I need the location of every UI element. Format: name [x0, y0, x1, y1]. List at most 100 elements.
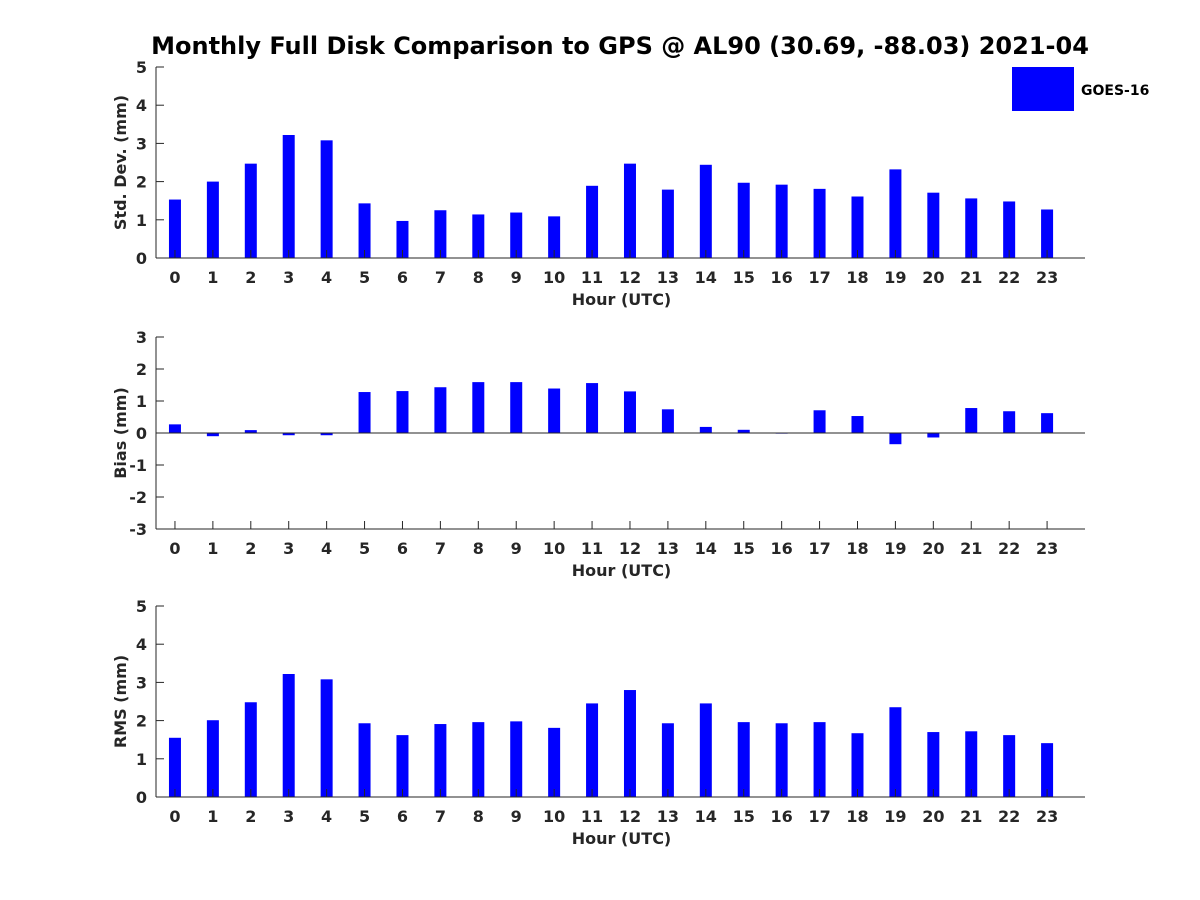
x-tick-label-bias-22: 22	[998, 539, 1020, 558]
bar-rms-hour-19	[889, 707, 902, 797]
bar-rms-hour-10	[548, 727, 561, 797]
bar-rms-hour-23	[1041, 743, 1054, 797]
x-tick-label-rms-19: 19	[884, 807, 906, 826]
bar-rms-hour-15	[737, 722, 750, 797]
x-tick-label-std-dev-2: 2	[245, 268, 256, 287]
bar-bias-hour-23	[1041, 413, 1054, 433]
y-tick-label-rms-0: 0	[136, 788, 147, 807]
x-tick-label-bias-12: 12	[619, 539, 641, 558]
bar-std-dev-hour-7	[434, 210, 447, 258]
bar-std-dev-hour-5	[358, 203, 371, 258]
y-tick-label-bias--2: -2	[129, 488, 147, 507]
bar-std-dev-hour-6	[396, 220, 409, 258]
y-tick-label-rms-4: 4	[136, 635, 147, 654]
x-tick-label-std-dev-21: 21	[960, 268, 982, 287]
x-tick-label-bias-7: 7	[435, 539, 446, 558]
x-tick-label-rms-2: 2	[245, 807, 256, 826]
x-tick-label-std-dev-15: 15	[733, 268, 755, 287]
x-tick-label-std-dev-19: 19	[884, 268, 906, 287]
x-tick-label-rms-14: 14	[695, 807, 717, 826]
x-tick-label-std-dev-11: 11	[581, 268, 603, 287]
bar-bias-hour-6	[396, 391, 409, 433]
x-tick-label-std-dev-8: 8	[473, 268, 484, 287]
x-tick-label-bias-13: 13	[657, 539, 679, 558]
bar-std-dev-hour-17	[813, 188, 826, 258]
x-tick-label-rms-3: 3	[283, 807, 294, 826]
bar-rms-hour-3	[282, 674, 295, 797]
bar-rms-hour-7	[434, 724, 447, 797]
x-tick-label-std-dev-17: 17	[808, 268, 830, 287]
bar-std-dev-hour-3	[282, 135, 295, 258]
y-tick-label-rms-5: 5	[136, 597, 147, 616]
y-tick-label-rms-3: 3	[136, 673, 147, 692]
bar-rms-hour-1	[206, 720, 219, 797]
x-tick-label-bias-11: 11	[581, 539, 603, 558]
bar-rms-hour-17	[813, 722, 826, 797]
bar-bias-hour-20	[927, 433, 940, 438]
x-tick-label-rms-21: 21	[960, 807, 982, 826]
x-tick-label-bias-1: 1	[207, 539, 218, 558]
bar-rms-hour-8	[472, 722, 485, 797]
bar-bias-hour-7	[434, 387, 447, 433]
x-tick-label-bias-17: 17	[808, 539, 830, 558]
x-tick-label-rms-13: 13	[657, 807, 679, 826]
y-axis-label-bias: Bias (mm)	[111, 387, 130, 479]
y-axis-label-std-dev: Std. Dev. (mm)	[111, 95, 130, 230]
x-tick-label-std-dev-3: 3	[283, 268, 294, 287]
x-tick-label-bias-6: 6	[397, 539, 408, 558]
bar-std-dev-hour-10	[548, 216, 561, 258]
x-tick-label-std-dev-9: 9	[511, 268, 522, 287]
x-tick-label-bias-18: 18	[846, 539, 868, 558]
y-tick-label-bias-3: 3	[136, 328, 147, 347]
x-tick-label-rms-18: 18	[846, 807, 868, 826]
bar-bias-hour-3	[282, 433, 295, 436]
x-tick-label-bias-3: 3	[283, 539, 294, 558]
bar-bias-hour-17	[813, 410, 826, 433]
bar-rms-hour-21	[965, 731, 978, 797]
x-tick-label-rms-15: 15	[733, 807, 755, 826]
bar-bias-hour-14	[699, 426, 712, 433]
x-tick-label-rms-22: 22	[998, 807, 1020, 826]
bar-bias-hour-12	[623, 391, 636, 433]
bar-bias-hour-15	[737, 429, 750, 433]
bar-bias-hour-1	[206, 433, 219, 437]
x-tick-label-bias-15: 15	[733, 539, 755, 558]
bar-bias-hour-0	[168, 424, 181, 433]
y-tick-label-std-dev-2: 2	[136, 173, 147, 192]
y-tick-label-bias--1: -1	[129, 456, 147, 475]
x-tick-label-std-dev-12: 12	[619, 268, 641, 287]
x-tick-label-bias-0: 0	[169, 539, 180, 558]
bar-rms-hour-9	[510, 721, 523, 797]
y-tick-label-bias-1: 1	[136, 392, 147, 411]
x-tick-label-rms-11: 11	[581, 807, 603, 826]
y-tick-label-std-dev-0: 0	[136, 249, 147, 268]
bar-std-dev-hour-16	[775, 184, 788, 258]
bar-bias-hour-22	[1003, 411, 1016, 433]
x-tick-label-rms-8: 8	[473, 807, 484, 826]
x-tick-label-std-dev-23: 23	[1036, 268, 1058, 287]
bar-rms-hour-2	[244, 702, 257, 797]
x-tick-label-std-dev-14: 14	[695, 268, 717, 287]
x-axis-label-bias: Hour (UTC)	[572, 561, 672, 580]
x-tick-label-bias-2: 2	[245, 539, 256, 558]
y-tick-label-rms-1: 1	[136, 750, 147, 769]
x-tick-label-rms-1: 1	[207, 807, 218, 826]
bar-bias-hour-5	[358, 392, 371, 433]
x-tick-label-rms-17: 17	[808, 807, 830, 826]
bar-std-dev-hour-1	[206, 181, 219, 258]
bar-rms-hour-0	[168, 737, 181, 797]
x-tick-label-bias-19: 19	[884, 539, 906, 558]
x-tick-label-bias-23: 23	[1036, 539, 1058, 558]
x-tick-label-rms-23: 23	[1036, 807, 1058, 826]
x-tick-label-rms-7: 7	[435, 807, 446, 826]
bar-bias-hour-13	[661, 409, 674, 433]
x-tick-label-std-dev-10: 10	[543, 268, 565, 287]
bar-std-dev-hour-11	[586, 185, 599, 258]
x-tick-label-bias-16: 16	[771, 539, 793, 558]
bar-bias-hour-11	[586, 383, 599, 433]
bar-std-dev-hour-14	[699, 164, 712, 258]
x-tick-label-rms-20: 20	[922, 807, 944, 826]
